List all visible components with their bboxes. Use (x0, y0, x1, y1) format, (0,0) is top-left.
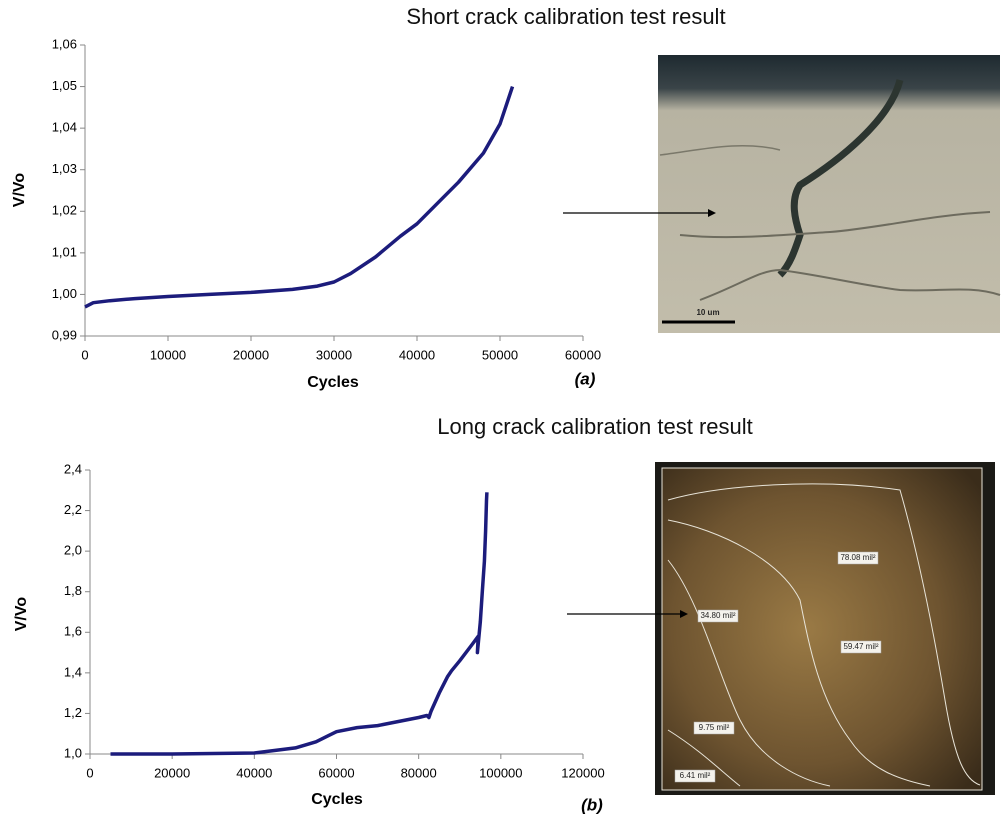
annotation: 6.41 mil² (680, 771, 711, 780)
annotation: 10 um (696, 308, 719, 317)
x-tick-label: 0 (81, 347, 88, 362)
y-tick-label: 1,06 (52, 36, 77, 51)
y-tick-label: 1,2 (64, 705, 82, 720)
panel-label: (b) (581, 795, 603, 814)
x-tick-label: 40000 (236, 765, 272, 780)
y-tick-label: 1,01 (52, 244, 77, 259)
x-tick-label: 60000 (565, 347, 601, 362)
x-tick-label: 30000 (316, 347, 352, 362)
panel-label: (a) (575, 369, 596, 388)
fracture-surface (655, 462, 995, 795)
annotation: 59.47 mil² (843, 642, 878, 651)
x-tick-label: 50000 (482, 347, 518, 362)
y-axis-title: V/Vo (13, 597, 30, 632)
x-tick-label: 40000 (399, 347, 435, 362)
annotation-box (837, 551, 879, 565)
data-line (84, 86, 515, 309)
y-tick-label: 1,6 (64, 624, 82, 639)
annotation: 9.75 mil² (699, 723, 730, 732)
y-tick-label: 1,05 (52, 78, 77, 93)
x-axis-title: Cycles (307, 374, 359, 391)
y-tick-label: 1,8 (64, 583, 82, 598)
y-tick-label: 1,03 (52, 161, 77, 176)
x-tick-label: 100000 (479, 765, 522, 780)
chart-title: Short crack calibration test result (406, 4, 725, 29)
x-tick-label: 0 (86, 765, 93, 780)
y-tick-label: 0,99 (52, 327, 77, 342)
x-tick-label: 20000 (154, 765, 190, 780)
x-tick-label: 60000 (318, 765, 354, 780)
annotation: 78.08 mil² (840, 553, 875, 562)
chart-title: Long crack calibration test result (437, 414, 753, 439)
x-tick-label: 20000 (233, 347, 269, 362)
y-tick-label: 2,0 (64, 543, 82, 558)
y-axis-title: V/Vo (11, 173, 28, 208)
annotation-box (693, 721, 735, 735)
y-tick-label: 2,4 (64, 461, 82, 476)
y-tick-label: 1,4 (64, 664, 82, 679)
data-line (110, 492, 489, 756)
annotation-box (697, 609, 739, 623)
x-tick-label: 80000 (401, 765, 437, 780)
annotation: 34.80 mil² (700, 611, 735, 620)
x-tick-label: 10000 (150, 347, 186, 362)
y-tick-label: 1,04 (52, 120, 77, 135)
x-tick-label: 120000 (561, 765, 604, 780)
y-tick-label: 1,00 (52, 286, 77, 301)
micrograph (658, 55, 1001, 333)
x-axis-title: Cycles (311, 791, 363, 808)
annotation-box (674, 769, 716, 783)
y-tick-label: 1,02 (52, 203, 77, 218)
annotation-box (840, 640, 882, 654)
y-tick-label: 1,0 (64, 745, 82, 760)
y-tick-label: 2,2 (64, 502, 82, 517)
